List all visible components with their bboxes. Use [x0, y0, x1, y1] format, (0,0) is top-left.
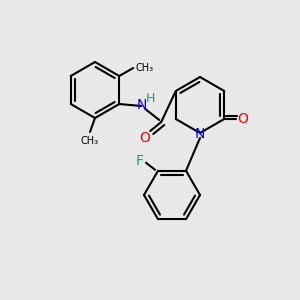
- Text: O: O: [237, 112, 248, 126]
- Text: CH₃: CH₃: [81, 136, 99, 146]
- Text: F: F: [136, 154, 144, 168]
- Text: N: N: [195, 127, 205, 141]
- Text: N: N: [137, 98, 147, 112]
- Text: CH₃: CH₃: [135, 63, 153, 73]
- Text: O: O: [139, 131, 150, 145]
- Text: H: H: [146, 92, 155, 106]
